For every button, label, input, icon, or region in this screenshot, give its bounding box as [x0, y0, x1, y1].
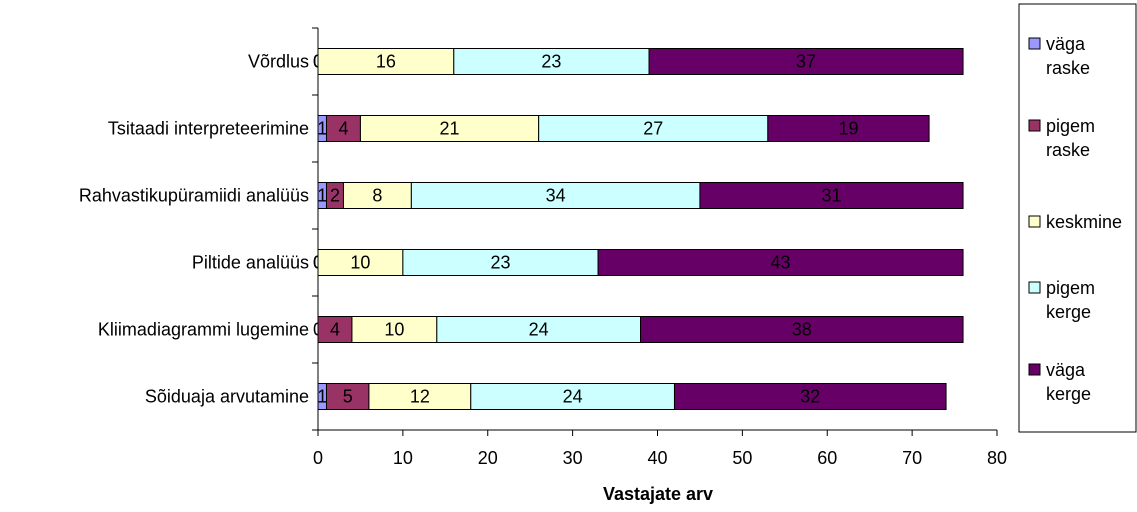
bar-kliimadiagrammi-lugemine-vaga-kerge [640, 316, 964, 343]
x-tick-label: 0 [313, 448, 323, 468]
x-tick-label: 70 [902, 448, 922, 468]
data-label-rahvastikupuramiidi-analuus-pigem-raske: 2 [330, 186, 340, 206]
data-label-soiduaja-arvutamine-pigem-raske: 5 [343, 387, 353, 407]
bar-vordlus-keskmine [317, 48, 455, 75]
legend-label-keskmine: keskmine [1046, 212, 1122, 232]
category-label-piltide-analuus: Piltide analüüs [192, 253, 309, 273]
x-tick-label: 20 [478, 448, 498, 468]
category-label-soiduaja-arvutamine: Sõiduaja arvutamine [145, 387, 309, 407]
data-label-rahvastikupuramiidi-analuus-keskmine: 8 [372, 186, 382, 206]
bar-kliimadiagrammi-lugemine-pigem-raske [317, 316, 353, 343]
bar-piltide-analuus-pigem-kerge [402, 249, 599, 276]
bar-rahvastikupuramiidi-analuus-pigem-kerge [410, 182, 701, 209]
bar-soiduaja-arvutamine-pigem-raske [325, 383, 370, 410]
legend-swatch-keskmine [1028, 215, 1041, 228]
legend-label-pigem-kerge: pigem kerge [1046, 278, 1095, 322]
legend-label-pigem-raske: pigem raske [1046, 116, 1095, 160]
data-label-soiduaja-arvutamine-keskmine: 12 [410, 387, 430, 407]
bar-piltide-analuus-vaga-kerge [597, 249, 964, 276]
data-label-kliimadiagrammi-lugemine-pigem-raske: 4 [330, 320, 340, 340]
data-label-soiduaja-arvutamine-vaga-kerge: 32 [800, 387, 820, 407]
data-label-tsitaadi-interpreteerimine-vaga-kerge: 19 [838, 119, 858, 139]
data-label-rahvastikupuramiidi-analuus-pigem-kerge: 34 [546, 186, 566, 206]
bars-group: 0016233714212719128343100102343041024381… [313, 48, 964, 410]
data-label-vordlus-pigem-kerge: 23 [541, 52, 561, 72]
bar-soiduaja-arvutamine-keskmine [368, 383, 472, 410]
data-label-tsitaadi-interpreteerimine-vaga-raske: 1 [317, 119, 327, 139]
data-label-rahvastikupuramiidi-analuus-vaga-raske: 1 [317, 186, 327, 206]
bar-kliimadiagrammi-lugemine-pigem-kerge [436, 316, 642, 343]
category-label-kliimadiagrammi-lugemine: Kliimadiagrammi lugemine [98, 320, 309, 340]
x-tick-label: 40 [647, 448, 667, 468]
bar-soiduaja-arvutamine-vaga-kerge [673, 383, 947, 410]
data-label-tsitaadi-interpreteerimine-keskmine: 21 [440, 119, 460, 139]
data-label-piltide-analuus-keskmine: 10 [350, 253, 370, 273]
data-label-soiduaja-arvutamine-pigem-kerge: 24 [563, 387, 583, 407]
bar-tsitaadi-interpreteerimine-vaga-kerge [767, 115, 930, 142]
data-label-vordlus-keskmine: 16 [376, 52, 396, 72]
data-label-kliimadiagrammi-lugemine-pigem-kerge: 24 [529, 320, 549, 340]
x-tick-label: 30 [563, 448, 583, 468]
bar-tsitaadi-interpreteerimine-pigem-kerge [538, 115, 769, 142]
bar-rahvastikupuramiidi-analuus-vaga-kerge [699, 182, 964, 209]
legend-swatch-pigem-kerge [1028, 281, 1041, 294]
legend-swatch-pigem-raske [1028, 119, 1041, 132]
x-tick-label: 50 [732, 448, 752, 468]
legend-swatch-vaga-kerge [1028, 363, 1041, 376]
x-tick-label: 10 [393, 448, 413, 468]
x-tick-label: 60 [817, 448, 837, 468]
data-label-tsitaadi-interpreteerimine-pigem-kerge: 27 [643, 119, 663, 139]
bar-piltide-analuus-keskmine [317, 249, 404, 276]
data-label-kliimadiagrammi-lugemine-vaga-kerge: 38 [792, 320, 812, 340]
x-axis-title: Vastajate arv [603, 484, 713, 504]
category-label-rahvastikupuramiidi-analuus: Rahvastikupüramiidi analüüs [79, 186, 309, 206]
bar-kliimadiagrammi-lugemine-keskmine [351, 316, 438, 343]
category-label-vordlus: Võrdlus [248, 52, 309, 72]
bar-tsitaadi-interpreteerimine-pigem-raske [325, 115, 361, 142]
data-label-tsitaadi-interpreteerimine-pigem-raske: 4 [338, 119, 348, 139]
axes-group: Võrdlus Tsitaadi interpreteerimine Rahvast… [79, 27, 1007, 468]
legend-swatch-vaga-raske [1028, 37, 1041, 50]
data-label-piltide-analuus-vaga-kerge: 43 [771, 253, 791, 273]
data-label-piltide-analuus-pigem-kerge: 23 [490, 253, 510, 273]
data-label-vordlus-vaga-kerge: 37 [796, 52, 816, 72]
data-label-soiduaja-arvutamine-vaga-raske: 1 [317, 387, 327, 407]
x-tick-label: 80 [987, 448, 1007, 468]
legend-label-vaga-raske: väga raske [1046, 34, 1090, 78]
legend-label-vaga-kerge: väga kerge [1046, 360, 1091, 404]
bar-vordlus-pigem-kerge [453, 48, 650, 75]
data-label-kliimadiagrammi-lugemine-keskmine: 10 [384, 320, 404, 340]
bar-vordlus-vaga-kerge [648, 48, 964, 75]
category-label-tsitaadi-interpreteerimine: Tsitaadi interpreteerimine [108, 119, 309, 139]
data-label-rahvastikupuramiidi-analuus-vaga-kerge: 31 [821, 186, 841, 206]
legend: väga raske pigem raske keskmine pigem kerge väg… [1018, 3, 1137, 433]
